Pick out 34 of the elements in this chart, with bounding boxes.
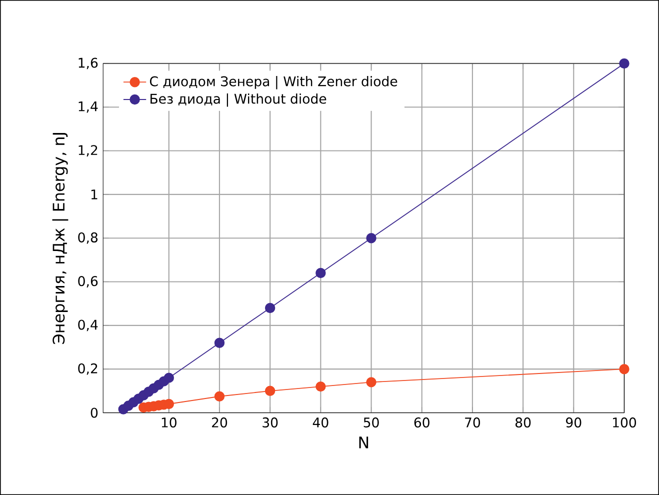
point (214, 338, 225, 348)
y-tick-label: 1,6 (78, 58, 98, 70)
y-tick-label: 1,2 (78, 145, 98, 156)
point (214, 391, 225, 402)
y-tick-label: 1 (91, 190, 98, 200)
y-tick-label: 1,4 (78, 101, 98, 113)
x-tick-label: 30 (262, 417, 278, 428)
x-tick-label: 60 (414, 417, 430, 428)
point (366, 377, 376, 388)
point (164, 372, 174, 383)
point (316, 381, 326, 392)
x-tick-label: 10 (162, 417, 176, 428)
point (619, 58, 630, 69)
y-tick-label: 0,2 (78, 363, 98, 375)
x-tick-label: 40 (312, 417, 328, 428)
point (264, 302, 276, 314)
legend-label: Без диода | Without diode (150, 93, 326, 107)
x-axis-title: N (359, 436, 368, 448)
x-tick-label: 100 (613, 417, 636, 428)
point (619, 364, 630, 374)
x-tick-label: 50 (364, 417, 379, 428)
x-tick-label: 20 (212, 417, 228, 428)
y-tick-label: 0,6 (78, 276, 98, 288)
y-tick-label: 0,4 (78, 320, 98, 332)
x-tick-label: 90 (566, 417, 582, 428)
y-tick-label: 0 (90, 408, 98, 418)
point (366, 232, 376, 244)
x-tick-label: 80 (515, 417, 531, 428)
y-axis-title: Энергия, нДж | Energy, nJ (52, 132, 68, 344)
point (316, 268, 326, 278)
y-tick-label: 0,8 (78, 232, 98, 244)
point (264, 386, 276, 396)
legend-label: С диодом Зенера | With Zener diode (150, 76, 398, 90)
x-tick-label: 70 (465, 417, 480, 428)
